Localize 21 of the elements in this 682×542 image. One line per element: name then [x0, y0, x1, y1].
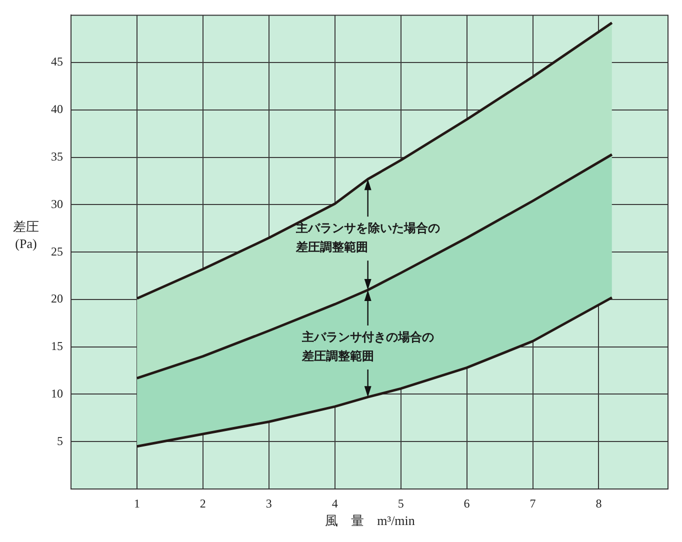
y-tick-label: 30	[51, 196, 63, 211]
x-axis-title: 風 量 m³/min	[324, 512, 416, 530]
annotation: 主バランサを除いた場合の差圧調整範囲	[294, 221, 440, 254]
x-tick-label: 8	[596, 496, 602, 510]
x-tick-label: 1	[134, 496, 140, 510]
x-tick-label: 6	[464, 496, 470, 510]
x-tick-label: 5	[398, 496, 404, 510]
x-tick-label: 4	[332, 496, 338, 510]
y-tick-label: 40	[51, 102, 63, 116]
y-tick-label: 15	[51, 339, 63, 354]
y-tick-label: 25	[51, 244, 63, 258]
x-tick-label: 7	[530, 496, 536, 510]
annotation: 主バランサ付きの場合の差圧調整範囲	[300, 330, 434, 364]
y-tick-label: 5	[57, 434, 63, 448]
y-tick-label: 45	[51, 54, 63, 69]
x-tick-label: 2	[200, 496, 206, 510]
y-axis-title: 差圧 (Pa)	[12, 218, 40, 252]
x-tick-label: 3	[266, 496, 272, 510]
y-tick-label: 35	[51, 149, 63, 164]
y-tick-label: 10	[51, 386, 63, 400]
y-tick-label: 20	[51, 292, 63, 306]
